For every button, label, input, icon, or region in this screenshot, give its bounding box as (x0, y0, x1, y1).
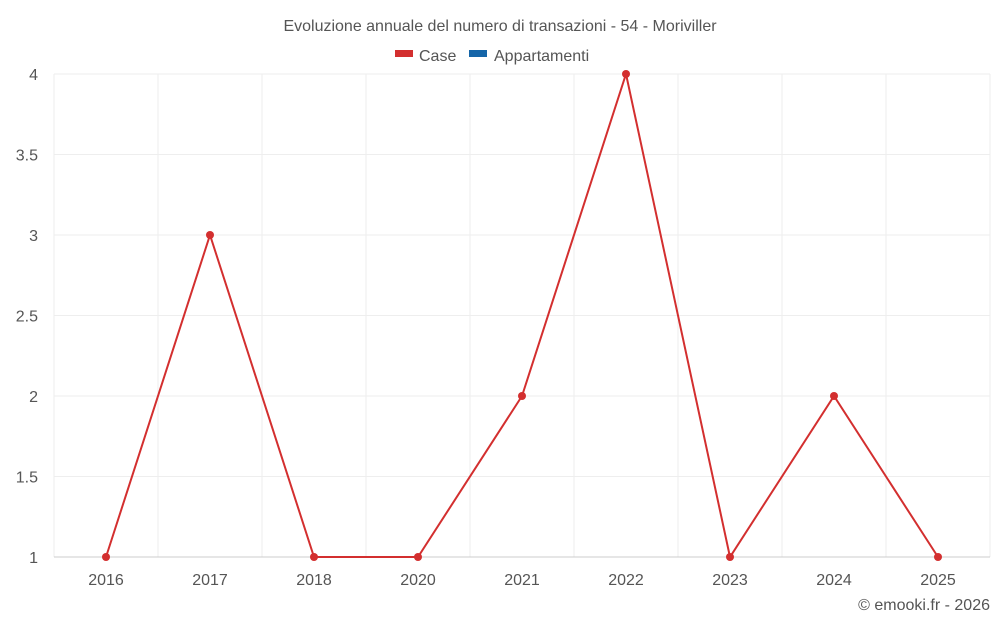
data-point[interactable] (830, 392, 838, 400)
data-point[interactable] (726, 553, 734, 561)
x-tick-label: 2016 (88, 572, 124, 589)
series-layer (102, 70, 942, 561)
y-tick-label: 3 (29, 228, 38, 245)
y-axis-ticks: 1 1.5 2 2.5 3 3.5 4 (16, 67, 38, 567)
x-tick-label: 2024 (816, 572, 852, 589)
data-point[interactable] (414, 553, 422, 561)
data-point[interactable] (102, 553, 110, 561)
legend: Case Appartamenti (395, 48, 589, 65)
x-tick-label: 2023 (712, 572, 748, 589)
y-tick-label: 3.5 (16, 148, 38, 165)
gridlines (53, 73, 991, 558)
data-point[interactable] (310, 553, 318, 561)
y-tick-label: 2 (29, 389, 38, 406)
y-tick-label: 2.5 (16, 309, 38, 326)
x-axis-ticks: 2016 2017 2018 2020 2021 2022 2023 2024 2025 (88, 572, 956, 589)
y-tick-label: 1.5 (16, 470, 38, 487)
legend-label-case[interactable]: Case (419, 48, 456, 65)
x-tick-label: 2025 (920, 572, 956, 589)
legend-label-appartamenti[interactable]: Appartamenti (494, 48, 589, 65)
x-tick-label: 2020 (400, 572, 436, 589)
credit-text: © emooki.fr - 2026 (858, 597, 990, 614)
data-point[interactable] (518, 392, 526, 400)
x-tick-label: 2021 (504, 572, 540, 589)
legend-swatch-appartamenti (469, 50, 487, 57)
y-tick-label: 1 (29, 550, 38, 567)
data-point[interactable] (934, 553, 942, 561)
x-tick-label: 2022 (608, 572, 644, 589)
data-point[interactable] (206, 231, 214, 239)
data-point[interactable] (622, 70, 630, 78)
x-tick-label: 2018 (296, 572, 332, 589)
chart-title: Evoluzione annuale del numero di transaz… (283, 18, 717, 35)
y-tick-label: 4 (29, 67, 38, 84)
x-tick-label: 2017 (192, 572, 228, 589)
legend-swatch-case (395, 50, 413, 57)
